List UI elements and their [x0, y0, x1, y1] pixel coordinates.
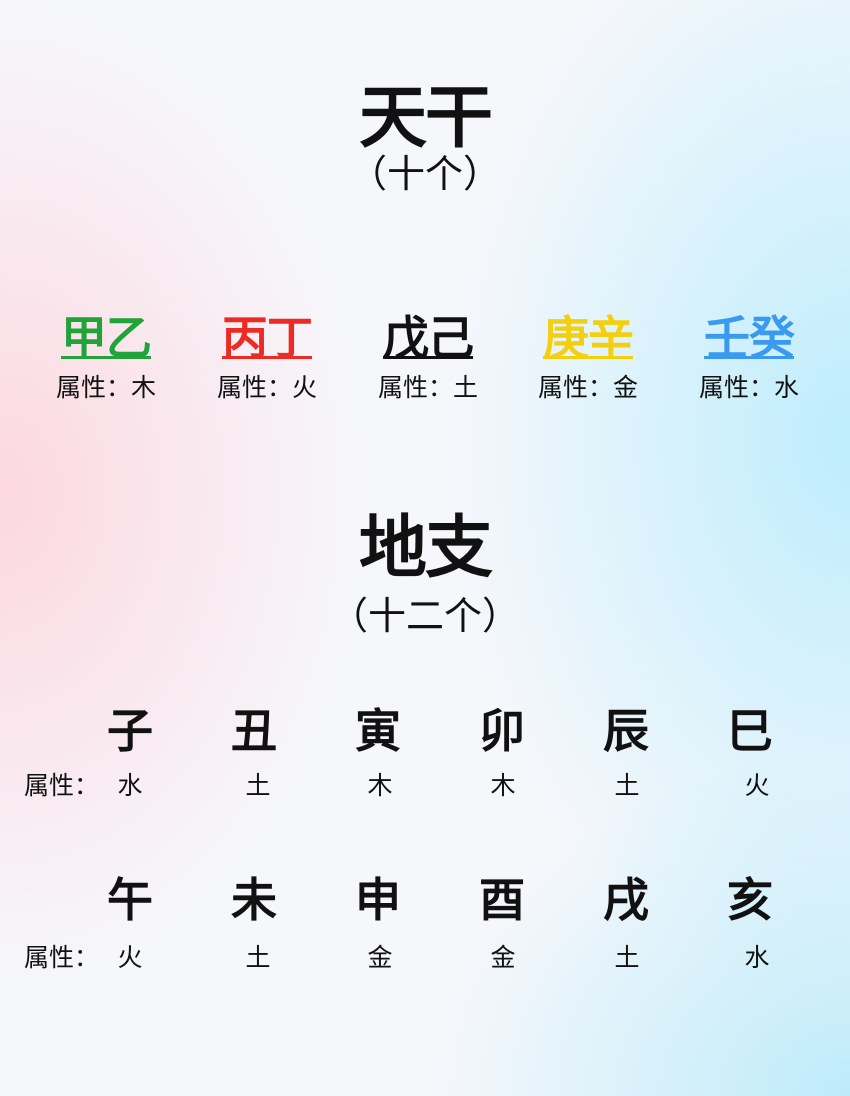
dizhi-subtitle: （十二个）	[329, 594, 520, 638]
branch-attribute: 土	[245, 771, 271, 800]
branch-attribute: 金	[367, 943, 393, 972]
dizhi-title: 地支	[358, 508, 493, 588]
branch-attribute: 金	[490, 943, 516, 972]
tiangan-subtitle: （十个）	[348, 152, 501, 196]
branch-attribute: 土	[614, 943, 640, 972]
stem-pair: 庚辛 属性：金	[503, 313, 673, 404]
branch-char: 巳	[727, 704, 773, 758]
branch-attribute: 火	[744, 771, 770, 800]
stem-pair-attribute: 属性：火	[216, 372, 317, 402]
stem-pair: 丙丁 属性：火	[182, 313, 352, 404]
branch-char: 戌	[603, 873, 649, 927]
stem-pair: 甲乙 属性：木	[21, 313, 191, 404]
branch-char: 亥	[727, 873, 773, 927]
stem-pair: 壬癸 属性：水	[664, 313, 834, 404]
branch-char: 子	[107, 704, 153, 758]
branch-attribute: 木	[367, 771, 393, 800]
stem-pair-chars: 壬癸	[704, 311, 795, 365]
branch-attribute: 水	[744, 943, 770, 972]
stem-pair-chars: 庚辛	[543, 311, 634, 365]
branch-char: 午	[107, 873, 153, 927]
stem-pair-chars: 丙丁	[222, 311, 313, 365]
branch-char: 卯	[479, 704, 525, 758]
branch-char: 辰	[603, 704, 649, 758]
branch-attribute: 土	[245, 943, 271, 972]
stem-pair: 戊己 属性：土	[343, 313, 513, 404]
stem-pair-attribute: 属性：土	[377, 372, 478, 402]
branch-char: 酉	[479, 873, 525, 927]
branch-char: 寅	[355, 704, 401, 758]
stem-pair-chars: 甲乙	[61, 311, 152, 365]
attribute-label: 属性：	[24, 771, 100, 800]
stem-pair-attribute: 属性：水	[698, 372, 799, 402]
branch-attribute: 木	[490, 771, 516, 800]
stem-pair-attribute: 属性：金	[537, 372, 638, 402]
branch-char: 申	[355, 873, 401, 927]
stem-pair-chars: 戊己	[383, 311, 474, 365]
branch-attribute: 土	[614, 771, 640, 800]
stem-pair-attribute: 属性：木	[55, 372, 156, 402]
tiangan-title: 天干	[358, 78, 493, 158]
attribute-label: 属性：	[24, 943, 100, 972]
branch-attribute: 火	[117, 943, 143, 972]
branch-char: 丑	[231, 704, 277, 758]
branch-attribute: 水	[117, 771, 143, 800]
branch-char: 未	[231, 873, 277, 927]
